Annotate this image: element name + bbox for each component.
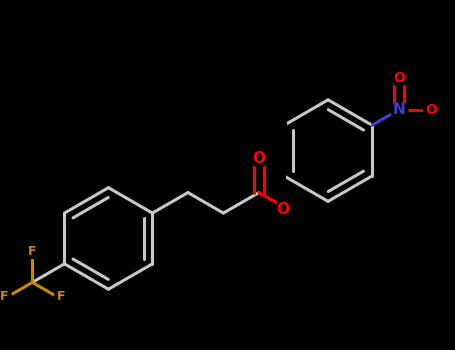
Text: O: O bbox=[276, 202, 289, 217]
Text: F: F bbox=[57, 289, 65, 302]
Text: O: O bbox=[253, 151, 265, 166]
Text: N: N bbox=[393, 102, 405, 117]
Text: O: O bbox=[393, 71, 405, 85]
Text: F: F bbox=[0, 289, 8, 302]
Text: F: F bbox=[28, 245, 36, 258]
Text: O: O bbox=[425, 103, 437, 117]
